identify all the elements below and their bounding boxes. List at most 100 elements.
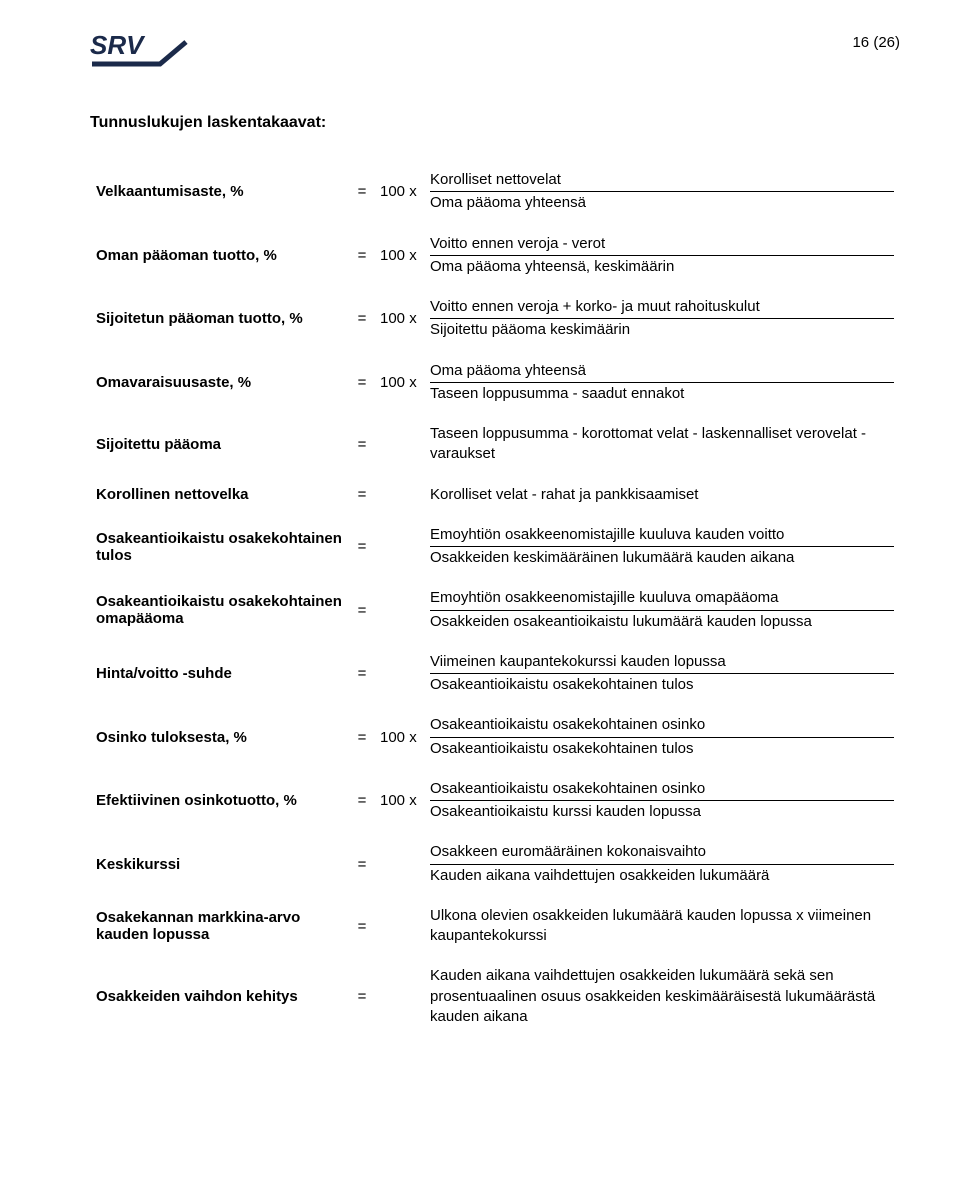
formula-label: Oman pääoman tuotto, %	[90, 224, 350, 288]
formula-table: Velkaantumisaste, %=100 xKorolliset nett…	[90, 160, 900, 1037]
multiplier	[374, 896, 424, 957]
equals-sign: =	[350, 287, 374, 351]
equals-sign: =	[350, 578, 374, 642]
formula-label: Osakekannan markkina-arvo kauden lopussa	[90, 896, 350, 957]
formula-expression: Emoyhtiön osakkeenomistajille kuuluva om…	[424, 578, 900, 642]
denominator: Osakkeiden osakeantioikaistu lukumäärä k…	[430, 611, 894, 632]
multiplier: 100 x	[374, 287, 424, 351]
formula-expression: Korolliset nettovelatOma pääoma yhteensä	[424, 160, 900, 224]
formula-expression: Osakeantioikaistu osakekohtainen osinkoO…	[424, 705, 900, 769]
numerator: Voitto ennen veroja + korko- ja muut rah…	[430, 297, 894, 319]
equals-sign: =	[350, 515, 374, 579]
fraction: Osakeantioikaistu osakekohtainen osinkoO…	[430, 715, 894, 759]
formula-row: Hinta/voitto -suhde= Viimeinen kaupanteko…	[90, 642, 900, 706]
multiplier	[374, 956, 424, 1037]
denominator: Oma pääoma yhteensä, keskimäärin	[430, 256, 894, 277]
formula-row: Efektiivinen osinkotuotto, %=100 xOsakea…	[90, 769, 900, 833]
equals-sign: =	[350, 642, 374, 706]
denominator: Kauden aikana vaihdettujen osakkeiden lu…	[430, 865, 894, 886]
equals-sign: =	[350, 896, 374, 957]
equals-sign: =	[350, 832, 374, 896]
formula-label: Hinta/voitto -suhde	[90, 642, 350, 706]
formula-label: Korollinen nettovelka	[90, 475, 350, 515]
equals-sign: =	[350, 224, 374, 288]
denominator: Oma pääoma yhteensä	[430, 192, 894, 213]
formula-expression: Oma pääoma yhteensäTaseen loppusumma - s…	[424, 351, 900, 415]
formula-expression: Kauden aikana vaihdettujen osakkeiden lu…	[424, 956, 900, 1037]
numerator: Viimeinen kaupantekokurssi kauden lopuss…	[430, 652, 894, 674]
formula-row: Osakekannan markkina-arvo kauden lopussa…	[90, 896, 900, 957]
formula-expression: Viimeinen kaupantekokurssi kauden lopuss…	[424, 642, 900, 706]
logo: SRV	[90, 30, 200, 74]
formula-expression: Taseen loppusumma - korottomat velat - l…	[424, 414, 900, 475]
multiplier: 100 x	[374, 224, 424, 288]
equals-sign: =	[350, 414, 374, 475]
formula-expression: Osakkeen euromääräinen kokonaisvaihtoKau…	[424, 832, 900, 896]
denominator: Sijoitettu pääoma keskimäärin	[430, 319, 894, 340]
formula-row: Osakeantioikaistu osakekohtainen tulos= E…	[90, 515, 900, 579]
srv-logo-icon: SRV	[90, 30, 200, 74]
formula-row: Sijoitettu pääoma= Taseen loppusumma - ko…	[90, 414, 900, 475]
equals-sign: =	[350, 705, 374, 769]
equals-sign: =	[350, 956, 374, 1037]
formula-expression: Emoyhtiön osakkeenomistajille kuuluva ka…	[424, 515, 900, 579]
fraction: Korolliset nettovelatOma pääoma yhteensä	[430, 170, 894, 214]
multiplier	[374, 832, 424, 896]
multiplier	[374, 642, 424, 706]
formula-row: Keskikurssi= Osakkeen euromääräinen kokon…	[90, 832, 900, 896]
formula-row: Oman pääoman tuotto, %=100 xVoitto ennen…	[90, 224, 900, 288]
formula-label: Osinko tuloksesta, %	[90, 705, 350, 769]
multiplier	[374, 414, 424, 475]
numerator: Osakkeen euromääräinen kokonaisvaihto	[430, 842, 894, 864]
fraction: Emoyhtiön osakkeenomistajille kuuluva ka…	[430, 525, 894, 569]
fraction: Emoyhtiön osakkeenomistajille kuuluva om…	[430, 588, 894, 632]
fraction: Osakkeen euromääräinen kokonaisvaihtoKau…	[430, 842, 894, 886]
formula-label: Omavaraisuusaste, %	[90, 351, 350, 415]
multiplier	[374, 578, 424, 642]
formula-label: Osakkeiden vaihdon kehitys	[90, 956, 350, 1037]
multiplier: 100 x	[374, 769, 424, 833]
fraction: Voitto ennen veroja + korko- ja muut rah…	[430, 297, 894, 341]
numerator: Emoyhtiön osakkeenomistajille kuuluva om…	[430, 588, 894, 610]
formula-row: Korollinen nettovelka=Korolliset velat -…	[90, 475, 900, 515]
fraction: Voitto ennen veroja - verotOma pääoma yh…	[430, 234, 894, 278]
formula-row: Omavaraisuusaste, %=100 xOma pääoma yhte…	[90, 351, 900, 415]
equals-sign: =	[350, 769, 374, 833]
plain-expression: Korolliset velat - rahat ja pankkisaamis…	[430, 485, 894, 505]
formula-row: Osakeantioikaistu osakekohtainen omapääo…	[90, 578, 900, 642]
multiplier: 100 x	[374, 160, 424, 224]
fraction: Osakeantioikaistu osakekohtainen osinkoO…	[430, 779, 894, 823]
formula-label: Velkaantumisaste, %	[90, 160, 350, 224]
multiplier	[374, 475, 424, 515]
plain-expression: Kauden aikana vaihdettujen osakkeiden lu…	[430, 966, 894, 1027]
formula-row: Osinko tuloksesta, %=100 xOsakeantioikai…	[90, 705, 900, 769]
formula-expression: Ulkona olevien osakkeiden lukumäärä kaud…	[424, 896, 900, 957]
denominator: Taseen loppusumma - saadut ennakot	[430, 383, 894, 404]
fraction: Viimeinen kaupantekokurssi kauden lopuss…	[430, 652, 894, 696]
svg-text:SRV: SRV	[90, 30, 146, 60]
formula-label: Osakeantioikaistu osakekohtainen omapääo…	[90, 578, 350, 642]
formula-row: Velkaantumisaste, %=100 xKorolliset nett…	[90, 160, 900, 224]
formula-expression: Korolliset velat - rahat ja pankkisaamis…	[424, 475, 900, 515]
formula-row: Sijoitetun pääoman tuotto, %=100 x Voitto…	[90, 287, 900, 351]
denominator: Osakeantioikaistu osakekohtainen tulos	[430, 674, 894, 695]
plain-expression: Taseen loppusumma - korottomat velat - l…	[430, 424, 894, 465]
formula-expression: Voitto ennen veroja - verotOma pääoma yh…	[424, 224, 900, 288]
numerator: Osakeantioikaistu osakekohtainen osinko	[430, 779, 894, 801]
formula-label: Osakeantioikaistu osakekohtainen tulos	[90, 515, 350, 579]
equals-sign: =	[350, 351, 374, 415]
numerator: Voitto ennen veroja - verot	[430, 234, 894, 256]
multiplier: 100 x	[374, 705, 424, 769]
formula-label: Sijoitettu pääoma	[90, 414, 350, 475]
formula-expression: Osakeantioikaistu osakekohtainen osinkoO…	[424, 769, 900, 833]
section-title: Tunnuslukujen laskentakaavat:	[90, 114, 900, 132]
plain-expression: Ulkona olevien osakkeiden lukumäärä kaud…	[430, 906, 894, 947]
page-number: 16 (26)	[852, 34, 900, 51]
multiplier	[374, 515, 424, 579]
numerator: Emoyhtiön osakkeenomistajille kuuluva ka…	[430, 525, 894, 547]
denominator: Osakeantioikaistu kurssi kauden lopussa	[430, 801, 894, 822]
formula-label: Sijoitetun pääoman tuotto, %	[90, 287, 350, 351]
formula-row: Osakkeiden vaihdon kehitys= Kauden aikana…	[90, 956, 900, 1037]
numerator: Oma pääoma yhteensä	[430, 361, 894, 383]
formula-label: Keskikurssi	[90, 832, 350, 896]
